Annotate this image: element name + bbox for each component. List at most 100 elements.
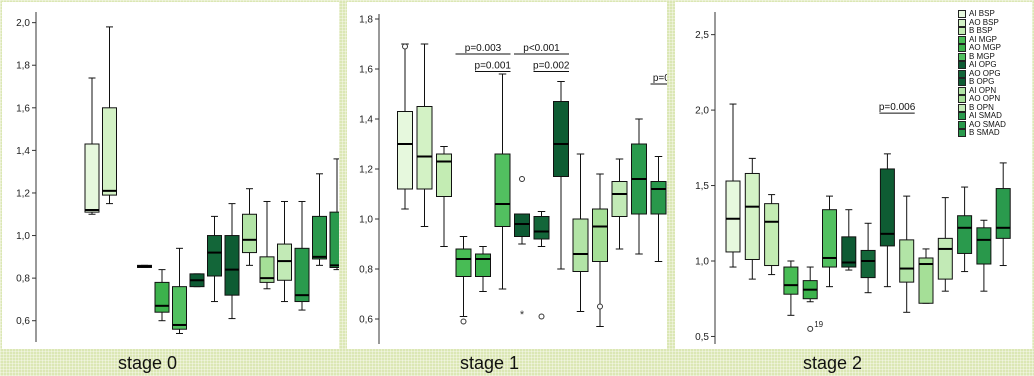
box-iqr [976,227,992,265]
box-ao-mgp [475,246,491,292]
box-b-smad [329,158,339,271]
legend-label: AO SMAD [969,119,1006,129]
box-ai-opn [572,153,589,312]
legend-item: AI BSP [958,9,1030,19]
y-tick-label: 1,5 [695,181,709,192]
y-tick-label: 0,8 [16,274,30,285]
box-b-mgp [494,73,511,290]
legend-label: AI MGP [969,34,998,44]
legend-label: B OPG [969,77,995,86]
box-b-mgp [172,247,187,334]
legend-label: AI BSP [969,9,995,18]
box-b-opg [224,203,240,320]
y-tick-label: 0,6 [359,315,373,326]
legend-swatch [958,18,966,27]
box-iqr [329,211,339,268]
chart-panel-stage-0: 0,6 0,8 1,0 1,2 1,4 1,6 1,8 2,0 [2,2,339,349]
box-iqr [397,111,413,190]
legend-swatch [958,52,966,61]
legend-label: AI SMAD [969,111,1002,120]
box-iqr [84,143,100,213]
y-tick-label: 1,8 [16,61,30,72]
box-ao-opn [918,248,934,304]
box-b-opn [611,158,628,250]
x-axis-label-stage-1: stage 1 [460,353,520,373]
box-iqr [822,209,837,268]
significance-label: p=0.002 [533,61,570,72]
box-ai-opg [189,273,205,288]
chart-legend: AI BSP AO BSP B BSP AI MGP AO MGP B MGP AI OPG… [958,9,1030,138]
box-ai-bsp [725,103,741,268]
legend-swatch [958,112,966,121]
legend-item: AO BSP [958,18,1030,28]
box-iqr [937,237,953,280]
box-ao-opg [533,211,550,247]
outlier-extreme: * [520,309,525,321]
box-b-opg [879,153,895,288]
legend-label: AO OPN [969,94,1001,103]
box-iqr [611,181,628,217]
legend-label: B SMAD [969,128,1000,137]
box-iqr [154,281,170,313]
box-iqr [918,257,934,304]
outlier-point [519,176,525,182]
box-ao-smad [650,156,667,262]
y-tick-label: 1,6 [359,65,373,76]
legend-item: AI SMAD [958,111,1030,121]
box-iqr [416,106,433,190]
box-b-mgp [822,195,837,288]
box-iqr [879,168,895,247]
outlier-point [460,318,467,325]
box-b-opn [937,197,953,292]
boxplot-stage-0: 0,6 0,8 1,0 1,2 1,4 1,6 1,8 2,0 [16,12,339,342]
box-iqr [207,235,222,277]
legend-item: AO OPG [958,69,1030,79]
y-tick-label: 1,2 [16,188,30,199]
y-tick-label: 1,4 [16,146,30,157]
x-axis-label-stage-2: stage 2 [803,353,863,373]
box-ao-smad [976,219,992,292]
box-ai-bsp [84,77,100,215]
box-iqr [650,181,667,215]
legend-item: AO SMAD [958,119,1030,130]
box-iqr [744,172,760,260]
box-ao-mgp [154,269,170,322]
box-iqr [592,208,608,262]
y-tick-label: 0,8 [359,265,373,276]
legend-swatch [958,103,966,112]
significance-label: p=0.006 [879,102,916,113]
legend-item: B OPN [958,102,1030,113]
box-ai-smad [294,200,310,311]
box-iqr [841,236,857,268]
significance-label: p<0.001 [523,43,560,54]
legend-label: AO MGP [969,43,1002,52]
y-tick-label: 1,2 [359,165,373,176]
legend-label: B OPN [969,102,994,112]
box-b-bsp [436,146,452,247]
y-tick-label: 2,0 [695,106,709,117]
legend-swatch [958,61,966,70]
box-iqr [172,286,187,330]
box-iqr [455,248,472,277]
legend-swatch [958,10,966,19]
box-iqr [899,239,915,283]
box-ai-mgp [455,236,472,317]
box-iqr [294,247,310,303]
box-iqr [957,215,973,254]
box-ai-mgp [783,260,799,316]
box-iqr [436,153,452,197]
box-iqr [277,243,292,281]
box-ai-opn [899,195,915,313]
legend-swatch [958,120,966,129]
legend-swatch [958,129,966,138]
y-tick-label: 0,6 [16,316,30,327]
box-iqr [312,215,327,260]
box-b-smad [995,162,1011,267]
box-iqr [514,213,530,237]
box-ao-mgp [802,266,818,303]
outlier-point [538,313,545,320]
significance-label: p=0.06 [653,73,667,84]
box-ao-opg [207,215,222,303]
legend-swatch [958,44,966,53]
legend-item: B MGP [958,52,1030,62]
